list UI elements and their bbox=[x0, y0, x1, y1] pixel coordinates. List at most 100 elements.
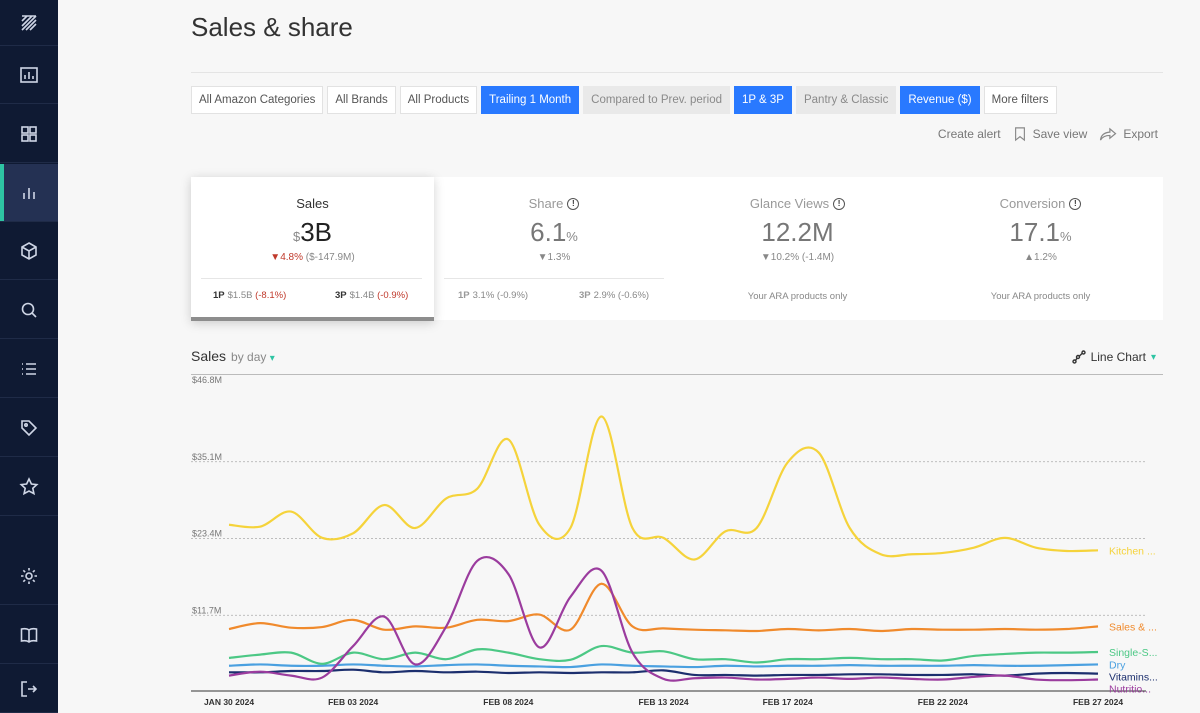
filter-categories[interactable]: All Amazon Categories bbox=[191, 86, 324, 114]
create-alert-label: Create alert bbox=[937, 127, 1001, 141]
sales-value: 3B bbox=[300, 217, 333, 247]
series-end-label: Kitchen ... bbox=[1109, 545, 1156, 557]
conversion-change: 1.2% bbox=[1034, 252, 1057, 263]
settings-gear-icon[interactable] bbox=[0, 547, 58, 605]
glance-note: Your ARA products only bbox=[747, 291, 848, 302]
filter-bar: All Amazon Categories All Brands All Pro… bbox=[191, 86, 1057, 114]
sales-line-chart: $46.8M $35.1M $23.4M $11.7M JAN 30 2024 FEB 0… bbox=[191, 375, 1158, 707]
series-line bbox=[228, 668, 1099, 677]
series-line bbox=[228, 582, 1099, 633]
up-arrow-icon: ▲ bbox=[1024, 252, 1035, 263]
conversion-value: 17.1 bbox=[1009, 217, 1061, 247]
more-filters-button[interactable]: More filters bbox=[983, 86, 1057, 114]
logout-icon[interactable] bbox=[0, 665, 58, 713]
x-tick-label: FEB 13 2024 bbox=[638, 697, 688, 707]
sales-change-pct: 4.8% bbox=[280, 252, 303, 263]
card-divider bbox=[201, 278, 422, 279]
x-tick-label: FEB 08 2024 bbox=[483, 697, 533, 707]
dashboard-grid-icon[interactable] bbox=[0, 105, 58, 163]
series-end-label: Vitamins... bbox=[1109, 671, 1158, 683]
sales-metric-card[interactable]: Sales $3B ▼4.8% ($-147.9M) 1P $1.5B (-8.1… bbox=[191, 177, 434, 321]
y-tick-label: $46.8M bbox=[192, 375, 222, 385]
list-icon[interactable] bbox=[0, 340, 58, 398]
granularity-dropdown[interactable]: by day ▾ bbox=[231, 350, 275, 364]
series-end-label: Sales & ... bbox=[1109, 621, 1157, 633]
filter-comparison[interactable]: Compared to Prev. period bbox=[583, 86, 730, 114]
sales-3p-value: $1.4B bbox=[349, 290, 375, 301]
x-tick-label: FEB 03 2024 bbox=[328, 697, 378, 707]
share-title: Share bbox=[528, 196, 564, 211]
chevron-down-icon: ▾ bbox=[1150, 351, 1156, 363]
glance-views-metric-card[interactable]: Glance Views! 12.2M ▼10.2% (-1.4M) Your … bbox=[677, 177, 918, 320]
chart-type-label: Line Chart bbox=[1090, 350, 1146, 364]
series-line bbox=[228, 663, 1099, 669]
save-view-button[interactable]: Save view bbox=[1013, 125, 1088, 143]
tag-icon[interactable] bbox=[0, 399, 58, 457]
glance-value: 12.2M bbox=[761, 217, 834, 247]
export-button[interactable]: Export bbox=[1099, 127, 1158, 142]
info-icon[interactable]: ! bbox=[567, 197, 580, 210]
conversion-unit: % bbox=[1060, 229, 1072, 244]
create-alert-button[interactable]: Create alert bbox=[938, 127, 1001, 141]
series-line bbox=[228, 644, 1099, 665]
share-3p-label: 3P bbox=[579, 290, 591, 301]
search-icon[interactable] bbox=[0, 281, 58, 339]
card-divider bbox=[444, 278, 664, 279]
info-icon[interactable]: ! bbox=[833, 197, 846, 210]
series-end-label: Nutritio... bbox=[1109, 683, 1151, 695]
conversion-metric-card[interactable]: Conversion! 17.1% ▲1.2% Your ARA product… bbox=[920, 177, 1161, 320]
info-icon[interactable]: ! bbox=[1069, 197, 1082, 210]
title-divider bbox=[191, 72, 1163, 73]
x-tick-label: FEB 17 2024 bbox=[763, 697, 813, 707]
logo-icon[interactable] bbox=[0, 0, 58, 46]
share-1p-change: (-0.9%) bbox=[496, 290, 529, 301]
bar-chart-icon[interactable] bbox=[0, 164, 58, 222]
filter-metric[interactable]: Revenue ($) bbox=[900, 86, 980, 114]
sales-1p-label: 1P bbox=[213, 290, 225, 301]
save-view-label: Save view bbox=[1032, 127, 1088, 141]
chevron-down-icon: ▾ bbox=[269, 353, 275, 364]
sales-3p-label: 3P bbox=[335, 290, 347, 301]
star-icon[interactable] bbox=[0, 458, 58, 516]
share-arrow-icon bbox=[1100, 127, 1117, 140]
line-chart-icon bbox=[1071, 350, 1086, 364]
conversion-title: Conversion bbox=[999, 196, 1066, 211]
chart-type-dropdown[interactable]: Line Chart ▾ bbox=[1071, 350, 1156, 364]
share-value: 6.1 bbox=[530, 217, 567, 247]
x-tick-label: FEB 22 2024 bbox=[918, 697, 968, 707]
glance-title: Glance Views bbox=[749, 196, 830, 211]
sales-1p-change: (-8.1%) bbox=[255, 290, 287, 301]
filter-seller-type[interactable]: 1P & 3P bbox=[733, 86, 792, 114]
granularity-label: by day bbox=[231, 350, 267, 364]
share-3p-change: (-0.6%) bbox=[617, 290, 650, 301]
export-label: Export bbox=[1123, 127, 1158, 141]
series-line bbox=[228, 415, 1099, 561]
book-icon[interactable] bbox=[0, 606, 58, 664]
share-unit: % bbox=[566, 229, 578, 244]
sidebar bbox=[0, 0, 58, 713]
y-tick-label: $11.7M bbox=[192, 605, 221, 615]
chart-header: Sales by day ▾ bbox=[191, 348, 275, 364]
page-title: Sales & share bbox=[191, 12, 353, 42]
share-metric-card[interactable]: Share! 6.1% ▼1.3% 1P 3.1% (-0.9%) 3P 2.9% … bbox=[434, 177, 674, 320]
filter-products[interactable]: All Products bbox=[399, 86, 478, 114]
sales-1p: 1P $1.5B (-8.1%) bbox=[213, 290, 286, 301]
share-1p-label: 1P bbox=[458, 290, 470, 301]
filter-program[interactable]: Pantry & Classic bbox=[795, 86, 897, 114]
share-1p: 1P 3.1% (-0.9%) bbox=[458, 290, 528, 301]
series-line bbox=[228, 556, 1099, 682]
y-tick-label: $23.4M bbox=[192, 529, 222, 539]
sales-1p-value: $1.5B bbox=[227, 290, 253, 301]
share-change: 1.3% bbox=[547, 252, 571, 263]
share-3p: 3P 2.9% (-0.6%) bbox=[579, 290, 649, 301]
filter-time-range[interactable]: Trailing 1 Month bbox=[481, 86, 580, 114]
bookmark-icon bbox=[1014, 127, 1025, 142]
down-arrow-icon: ▼ bbox=[537, 252, 548, 263]
box-icon[interactable] bbox=[0, 222, 58, 280]
series-end-label: Dry bbox=[1109, 659, 1126, 671]
metrics-panel: Sales $3B ▼4.8% ($-147.9M) 1P $1.5B (-8.1… bbox=[191, 177, 1163, 321]
x-tick-label: JAN 30 2024 bbox=[204, 697, 254, 707]
filter-brands[interactable]: All Brands bbox=[327, 86, 396, 114]
glance-change: 10.2% (-1.4M) bbox=[770, 252, 835, 263]
report-chart-icon[interactable] bbox=[0, 46, 58, 104]
